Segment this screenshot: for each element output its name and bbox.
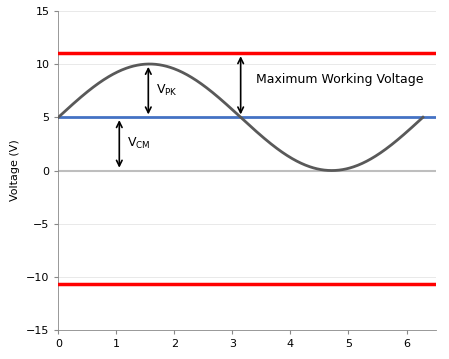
Text: $\mathregular{V_{PK}}$: $\mathregular{V_{PK}}$ [156,83,178,98]
Text: Maximum Working Voltage: Maximum Working Voltage [255,74,423,87]
Text: $\mathregular{V_{CM}}$: $\mathregular{V_{CM}}$ [127,136,150,151]
Y-axis label: Voltage (V): Voltage (V) [10,140,20,201]
